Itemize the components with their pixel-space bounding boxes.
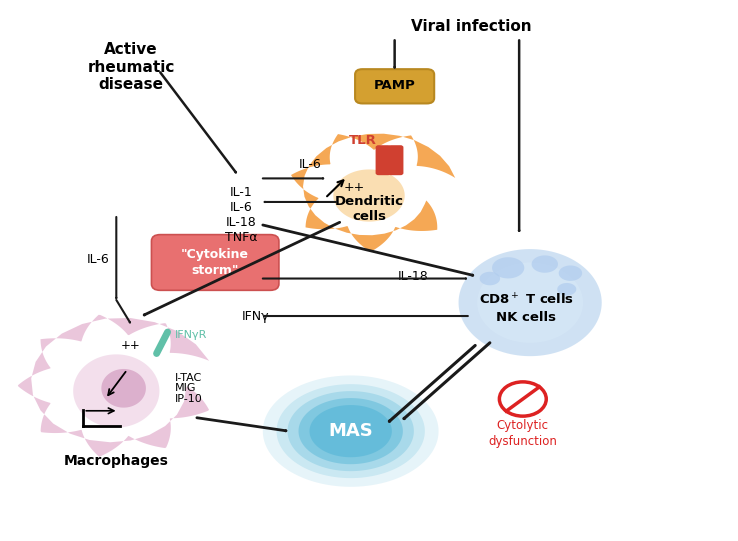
Text: "Cytokine
storm": "Cytokine storm" — [182, 248, 249, 277]
FancyBboxPatch shape — [376, 145, 391, 175]
Polygon shape — [480, 272, 500, 285]
Text: Dendritic
cells: Dendritic cells — [334, 195, 404, 223]
Text: IL-18: IL-18 — [225, 216, 256, 229]
Polygon shape — [477, 262, 583, 343]
Polygon shape — [309, 405, 392, 457]
Polygon shape — [18, 315, 209, 457]
Text: IL-6: IL-6 — [299, 158, 322, 171]
Text: IL-18: IL-18 — [398, 270, 428, 283]
Text: IL-6: IL-6 — [230, 201, 252, 214]
Polygon shape — [101, 369, 146, 407]
FancyBboxPatch shape — [355, 69, 434, 103]
Text: IFNγR: IFNγR — [175, 330, 207, 340]
Text: Cytolytic
dysfunction: Cytolytic dysfunction — [489, 419, 557, 448]
Text: IFNγ: IFNγ — [241, 309, 269, 322]
Text: ++: ++ — [344, 181, 365, 194]
Text: PAMP: PAMP — [373, 80, 415, 93]
Text: TNFα: TNFα — [224, 232, 257, 245]
Polygon shape — [492, 257, 524, 279]
Text: IL-6: IL-6 — [86, 253, 109, 266]
Polygon shape — [277, 384, 425, 478]
Polygon shape — [291, 134, 455, 252]
Text: TLR: TLR — [348, 134, 376, 147]
Polygon shape — [288, 391, 414, 471]
Text: ++: ++ — [121, 339, 141, 352]
Polygon shape — [263, 375, 438, 487]
Text: CD8$^+$ T cells
NK cells: CD8$^+$ T cells NK cells — [479, 292, 574, 324]
Polygon shape — [334, 169, 404, 222]
Polygon shape — [531, 255, 558, 273]
Text: I-TAC: I-TAC — [175, 373, 202, 382]
Text: MIG: MIG — [175, 383, 196, 393]
Text: Viral infection: Viral infection — [411, 19, 532, 35]
Text: IL-1: IL-1 — [230, 186, 252, 200]
Polygon shape — [559, 266, 582, 281]
Polygon shape — [557, 283, 576, 295]
Text: Macrophages: Macrophages — [64, 453, 169, 467]
Polygon shape — [458, 249, 601, 356]
Text: MAS: MAS — [328, 422, 373, 440]
Text: Active
rheumatic
disease: Active rheumatic disease — [87, 42, 175, 92]
Polygon shape — [298, 398, 403, 464]
Polygon shape — [73, 354, 159, 427]
FancyBboxPatch shape — [151, 235, 279, 291]
FancyBboxPatch shape — [388, 145, 404, 175]
Text: IP-10: IP-10 — [175, 394, 203, 404]
